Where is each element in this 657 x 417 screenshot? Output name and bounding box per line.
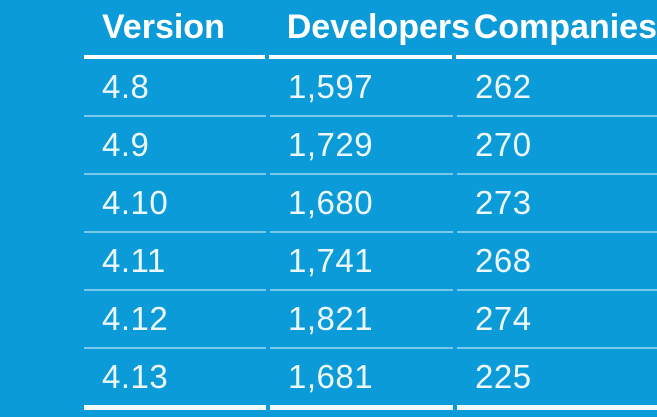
developers-value: 1,681 [288,358,374,395]
table-row: 4.8 1,597 262 [84,59,657,117]
companies-value: 268 [475,242,532,279]
companies-value: 273 [475,184,532,221]
cell-version: 4.10 [84,175,266,233]
table-row: 4.9 1,729 270 [84,117,657,175]
table-row: 4.12 1,821 274 [84,291,657,349]
header-cell-version: Version [84,0,265,59]
cell-version: 4.13 [84,349,266,410]
table-row: 4.13 1,681 225 [84,349,657,410]
cell-developers: 1,681 [270,349,453,410]
cell-companies: 225 [457,349,657,410]
column-header-companies: Companies [473,8,657,46]
table-row: 4.11 1,741 268 [84,233,657,291]
cell-companies: 274 [457,291,657,349]
cell-developers: 1,597 [270,59,453,117]
cell-companies: 268 [457,233,657,291]
cell-developers: 1,741 [270,233,453,291]
table-row: 4.10 1,680 273 [84,175,657,233]
header-cell-companies: Companies [455,0,657,59]
cell-version: 4.8 [84,59,266,117]
companies-value: 270 [475,126,532,163]
table-header-row: Version Developers Companies [84,0,657,59]
developers-value: 1,729 [288,126,374,163]
cell-companies: 270 [457,117,657,175]
cell-developers: 1,821 [270,291,453,349]
version-stats-table: Version Developers Companies 4.8 1,597 2… [84,0,657,410]
companies-value: 225 [475,358,532,395]
cell-developers: 1,680 [270,175,453,233]
developers-value: 1,741 [288,242,374,279]
cell-developers: 1,729 [270,117,453,175]
column-header-developers: Developers [286,8,471,46]
version-value: 4.9 [102,126,150,163]
cell-companies: 262 [457,59,657,117]
version-value: 4.12 [102,300,169,337]
cell-version: 4.12 [84,291,266,349]
version-value: 4.10 [102,184,169,221]
cell-companies: 273 [457,175,657,233]
companies-value: 262 [475,68,532,105]
version-value: 4.11 [102,242,166,279]
column-header-version: Version [102,8,225,46]
cell-version: 4.9 [84,117,266,175]
developers-value: 1,680 [288,184,374,221]
header-cell-developers: Developers [268,0,470,59]
version-value: 4.13 [102,358,169,395]
cell-version: 4.11 [84,233,266,291]
companies-value: 274 [475,300,532,337]
developers-value: 1,821 [288,300,374,337]
version-value: 4.8 [102,68,150,105]
developers-value: 1,597 [288,68,374,105]
